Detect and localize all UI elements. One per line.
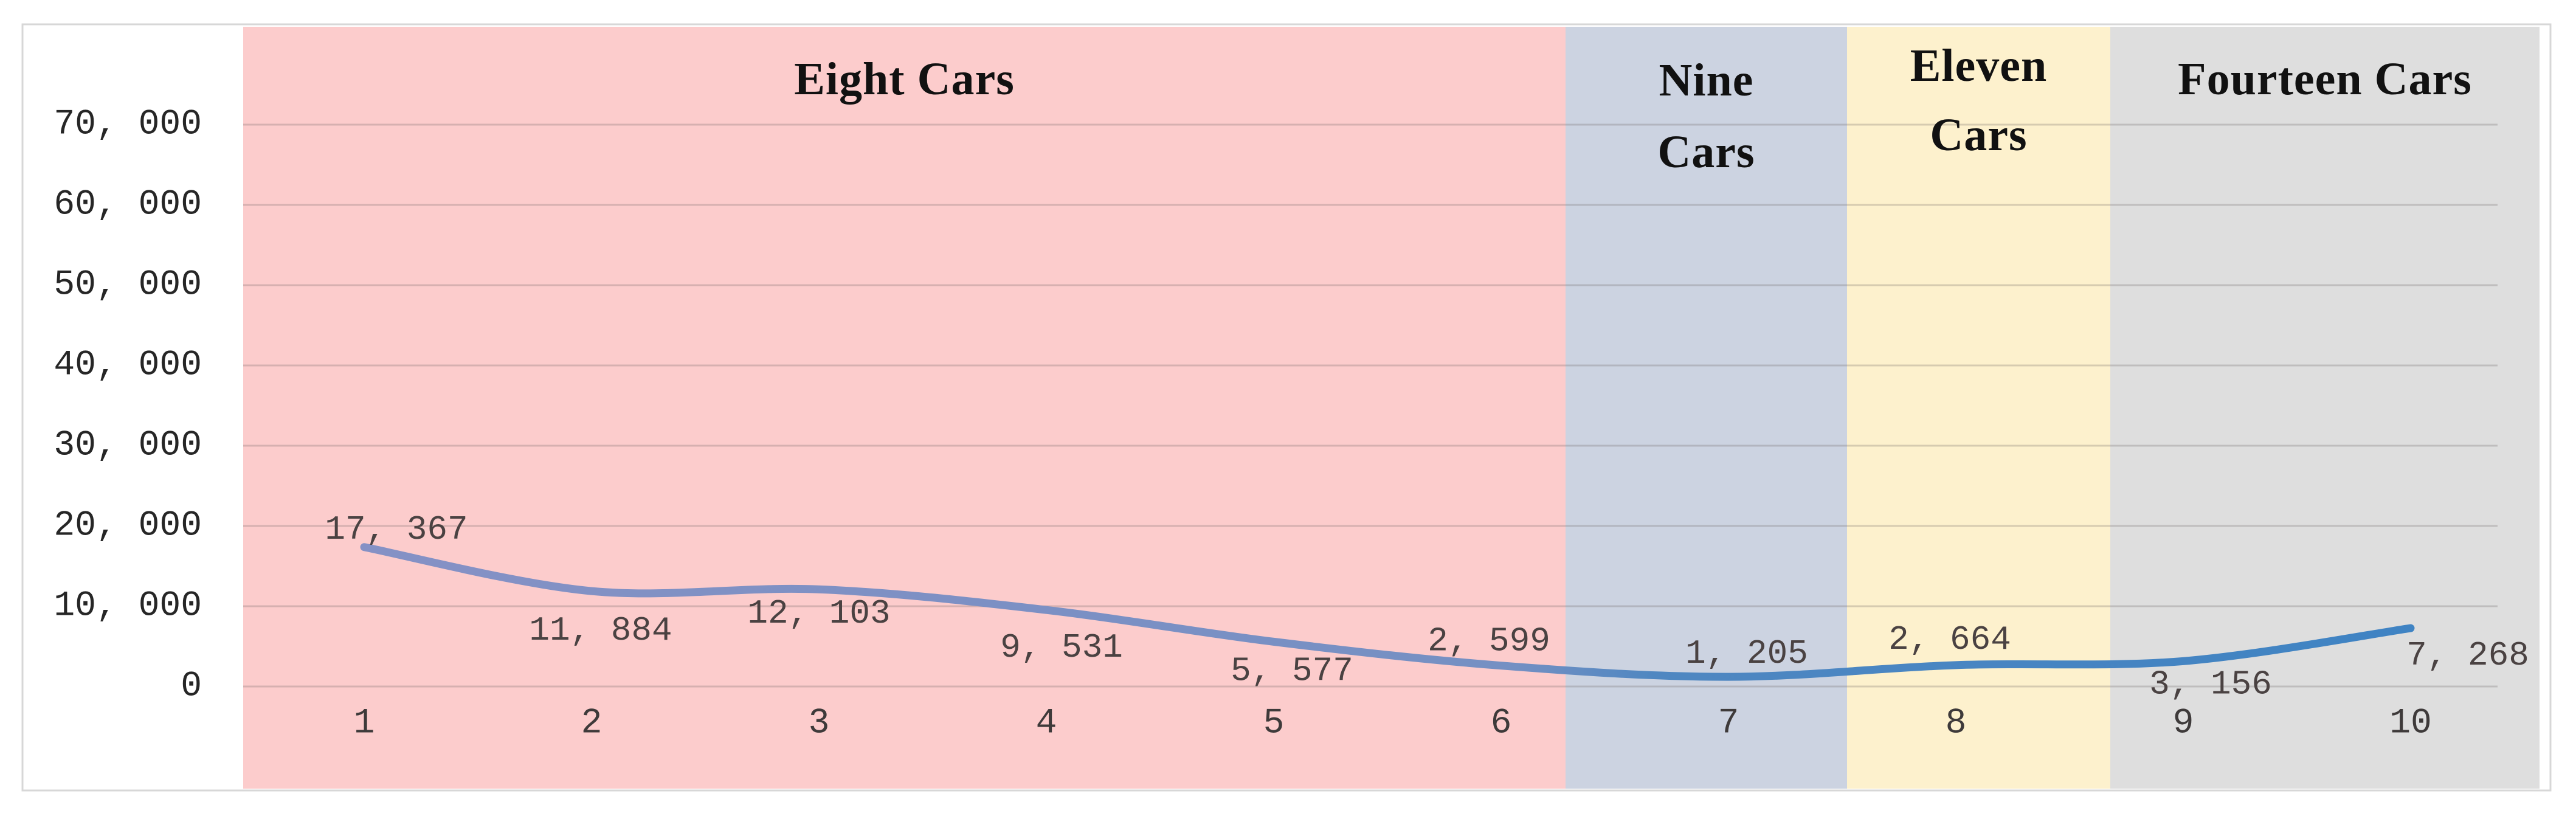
- y-tick-label-70000: 70, 000: [54, 105, 202, 145]
- plot-band-eight-cars: [243, 27, 1566, 789]
- y-tick-label-50000: 50, 000: [54, 266, 202, 305]
- y-tick-label-40000: 40, 000: [54, 346, 202, 386]
- y-tick-label-10000: 10, 000: [54, 587, 202, 626]
- y-tick-label-30000: 30, 000: [54, 426, 202, 466]
- y-tick-label-60000: 60, 000: [54, 185, 202, 225]
- band-title-fourteen-cars: Fourteen Cars: [2178, 54, 2472, 105]
- data-label-point-7: 1, 205: [1685, 634, 1808, 673]
- band-title-nine-cars-line1: Nine: [1659, 55, 1754, 106]
- x-tick-label-2: 2: [581, 704, 603, 744]
- data-label-point-3: 12, 103: [747, 594, 890, 633]
- x-tick-label-4: 4: [1036, 704, 1057, 744]
- x-tick-label-10: 10: [2389, 704, 2432, 744]
- data-label-point-1: 17, 367: [325, 510, 468, 549]
- data-label-point-2: 11, 884: [529, 611, 672, 650]
- band-title-eleven-cars-line1: Eleven: [1910, 40, 2048, 91]
- x-tick-label-9: 9: [2173, 704, 2194, 744]
- y-tick-label-20000: 20, 000: [54, 507, 202, 546]
- band-title-nine-cars-line2: Cars: [1657, 126, 1755, 178]
- x-tick-label-7: 7: [1718, 704, 1739, 744]
- band-title-eight-cars: Eight Cars: [794, 54, 1015, 105]
- chart-border: [21, 23, 2552, 792]
- data-label-point-9: 3, 156: [2149, 665, 2272, 704]
- x-tick-label-1: 1: [354, 704, 375, 744]
- series-line-cars: [360, 543, 2415, 681]
- data-label-point-8: 2, 664: [1888, 620, 2011, 659]
- data-label-point-5: 5, 577: [1231, 651, 1353, 690]
- data-label-point-6: 2, 599: [1428, 622, 1550, 661]
- x-tick-label-6: 6: [1491, 704, 1512, 744]
- y-tick-label-0: 0: [181, 667, 202, 707]
- data-label-point-4: 9, 531: [1000, 628, 1123, 667]
- plot-band-nine-cars: [1566, 27, 1847, 789]
- band-title-eleven-cars-line2: Cars: [1930, 109, 2027, 161]
- x-tick-label-5: 5: [1263, 704, 1285, 744]
- x-tick-label-3: 3: [809, 704, 830, 744]
- x-tick-label-8: 8: [1946, 704, 1967, 744]
- data-label-point-10: 7, 268: [2406, 636, 2529, 675]
